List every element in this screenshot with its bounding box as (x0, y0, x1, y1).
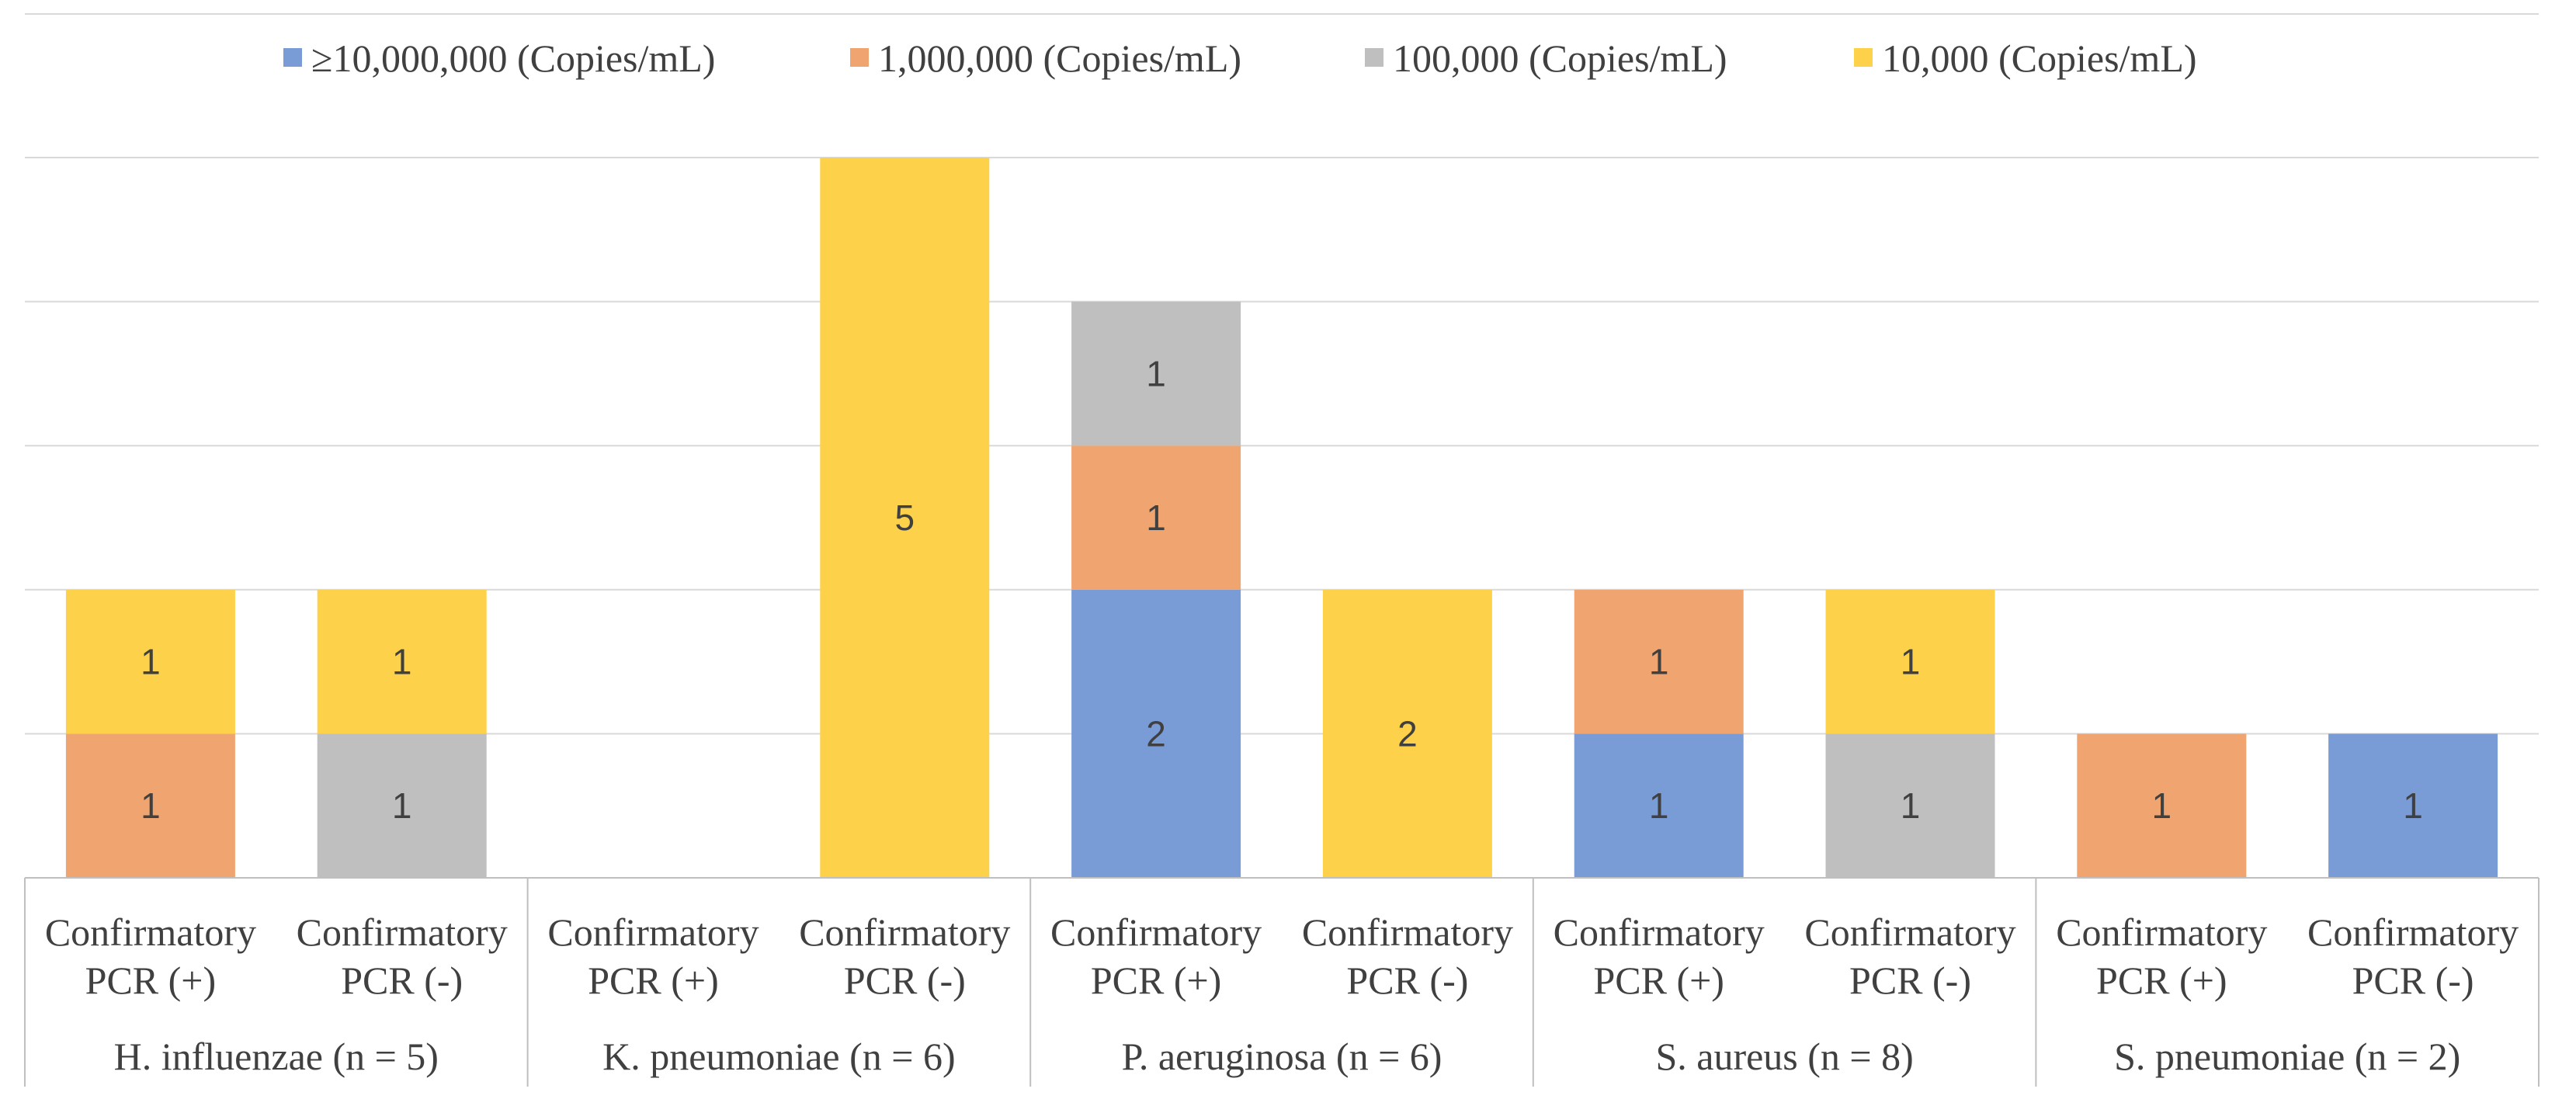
bar-segment[interactable] (820, 158, 990, 878)
category-label: Confirmatory PCR (+) (1554, 910, 1765, 1002)
bar-segment[interactable] (2077, 733, 2247, 878)
data-labels: 1 1 1 1 5 2 1 1 2 1 1 1 1 1 1 (141, 353, 2423, 826)
group-label: S. pneumoniae (n = 2) (2114, 1035, 2460, 1078)
data-label: 1 (2152, 785, 2172, 826)
group-label: P. aeruginosa (n = 6) (1122, 1035, 1442, 1078)
category-label: Confirmatory PCR (-) (1804, 910, 2015, 1002)
bar-segment[interactable] (1574, 733, 1744, 878)
category-label: Confirmatory PCR (-) (2307, 910, 2519, 1002)
legend-swatch (283, 48, 302, 67)
data-label: 1 (141, 642, 161, 682)
category-label: Confirmatory PCR (+) (547, 910, 759, 1002)
legend-swatch (1365, 48, 1383, 67)
bar-segment[interactable] (65, 733, 235, 878)
category-label: Confirmatory PCR (+) (45, 910, 256, 1002)
legend-label: 100,000 (Copies/mL) (1393, 36, 1727, 80)
group-label: H. influenzae (n = 5) (114, 1035, 439, 1078)
bar-segment[interactable] (1071, 301, 1241, 446)
bar-segment[interactable] (65, 589, 235, 734)
bar-segment[interactable] (1574, 589, 1744, 734)
bar-segment[interactable] (317, 733, 487, 878)
x-axis: Confirmatory PCR (+) Confirmatory PCR (-) Co… (24, 877, 2540, 1087)
bar-segment[interactable] (1322, 589, 1492, 878)
bar-segment[interactable] (1071, 589, 1241, 878)
category-label: Confirmatory PCR (-) (799, 910, 1010, 1002)
data-label: 2 (1397, 713, 1418, 754)
bar-segment[interactable] (1825, 733, 1995, 878)
legend-label: ≥10,000,000 (Copies/mL) (311, 36, 715, 80)
data-label: 5 (895, 498, 915, 538)
data-label: 1 (392, 642, 412, 682)
data-label: 1 (392, 785, 412, 826)
category-label: Confirmatory PCR (+) (1050, 910, 1262, 1002)
bar-segment[interactable] (2328, 733, 2498, 878)
data-label: 1 (2403, 785, 2423, 826)
data-label: 1 (1901, 642, 1921, 682)
data-label: 1 (1649, 785, 1669, 826)
data-label: 1 (1146, 498, 1166, 538)
data-label: 2 (1146, 713, 1166, 754)
category-label: Confirmatory PCR (-) (297, 910, 508, 1002)
bar-segment[interactable] (1825, 589, 1995, 734)
data-label: 1 (141, 785, 161, 826)
bar-segment[interactable] (317, 589, 487, 734)
legend-label: 1,000,000 (Copies/mL) (878, 36, 1241, 80)
category-label: Confirmatory PCR (+) (2056, 910, 2267, 1002)
category-label: Confirmatory PCR (-) (1302, 910, 1513, 1002)
legend-swatch (850, 48, 869, 67)
bar-segment[interactable] (1071, 446, 1241, 590)
data-label: 1 (1901, 785, 1921, 826)
legend: ≥10,000,000 (Copies/mL) 1,000,000 (Copies… (283, 36, 2197, 80)
data-label: 1 (1146, 353, 1166, 394)
legend-swatch (1854, 48, 1873, 67)
group-label: S. aureus (n = 8) (1655, 1035, 1913, 1078)
legend-label: 10,000 (Copies/mL) (1882, 36, 2197, 80)
group-label: K. pneumoniae (n = 6) (602, 1035, 955, 1078)
data-label: 1 (1649, 642, 1669, 682)
bars (65, 158, 2498, 878)
